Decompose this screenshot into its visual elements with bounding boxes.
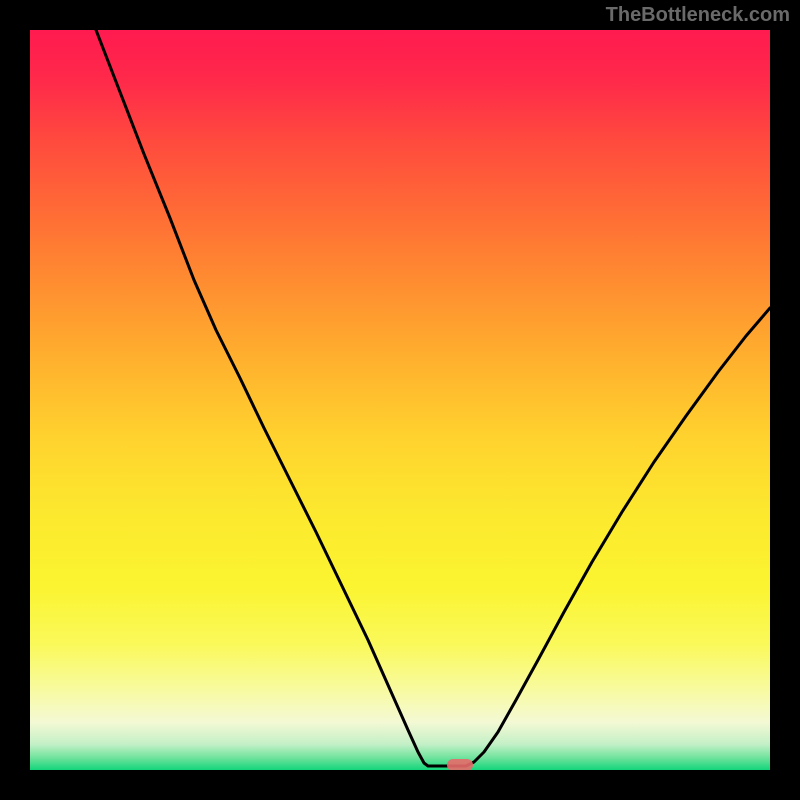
bottleneck-curve-svg bbox=[30, 30, 770, 770]
chart-frame: TheBottleneck.com bbox=[0, 0, 800, 800]
plot-area bbox=[30, 30, 770, 770]
watermark-text: TheBottleneck.com bbox=[606, 4, 790, 27]
optimal-point-marker bbox=[447, 759, 473, 770]
bottleneck-curve-path bbox=[96, 30, 770, 766]
